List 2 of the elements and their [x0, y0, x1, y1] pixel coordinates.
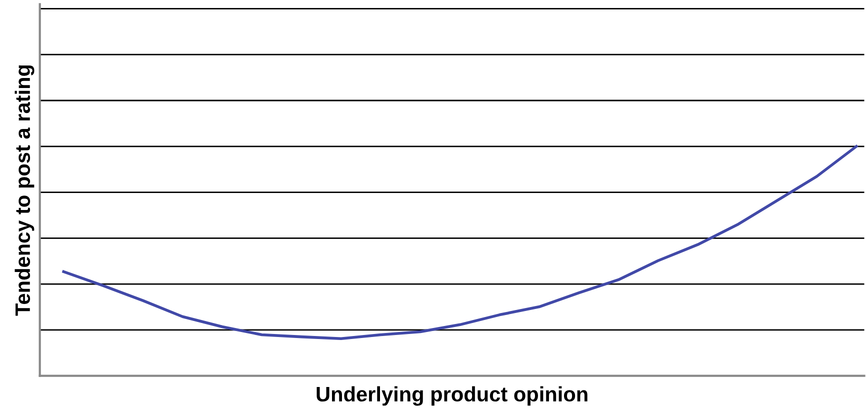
y-axis-title: Tendency to post a rating [14, 65, 34, 316]
x-axis-title: Underlying product opinion [316, 386, 588, 406]
